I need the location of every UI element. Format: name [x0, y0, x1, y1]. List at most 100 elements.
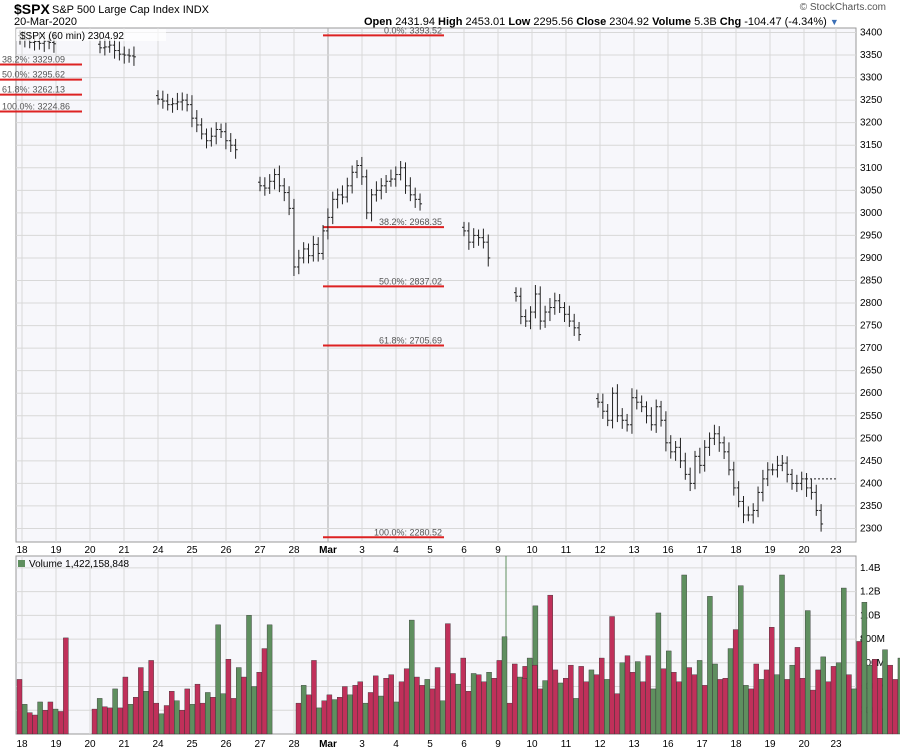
x-tick-label-bottom: 19	[50, 739, 62, 750]
price-bar	[644, 401, 649, 424]
volume-bar	[27, 712, 33, 735]
volume-bar	[419, 685, 425, 735]
price-bar	[663, 411, 668, 452]
price-bar	[543, 305, 548, 328]
volume-bar	[629, 672, 636, 735]
symbol[interactable]: $SPX	[14, 1, 50, 17]
x-tick-label: 11	[561, 545, 572, 556]
price-tick-label: 2850	[860, 275, 883, 286]
volume-bar	[409, 619, 415, 735]
volume-bar	[707, 596, 713, 735]
volume-bar	[347, 694, 353, 735]
price-bar	[277, 165, 282, 193]
price-tick-label: 3200	[860, 118, 883, 129]
price-bar	[528, 306, 533, 330]
volume-bar	[342, 686, 348, 735]
volume-bar	[138, 667, 144, 735]
price-bar	[282, 178, 287, 202]
volume-bar	[774, 674, 780, 735]
price-bar	[688, 467, 693, 492]
volume-bar	[660, 668, 667, 735]
volume-bar	[552, 669, 559, 735]
volume-bar	[794, 647, 801, 735]
volume-bar	[825, 681, 832, 735]
volume-bar	[241, 676, 247, 735]
volume-bar	[732, 629, 739, 735]
price-bar	[577, 321, 582, 341]
volume-bar	[491, 678, 497, 735]
price-bar	[122, 46, 127, 64]
volume-bar	[486, 672, 492, 735]
volume-bar	[810, 689, 816, 735]
price-tick-label: 3400	[860, 28, 883, 39]
price-bar	[204, 128, 209, 149]
volume-bar	[398, 681, 405, 735]
price-bar	[350, 165, 355, 194]
x-tick-label-bottom: 6	[461, 739, 467, 750]
x-tick-label-bottom: 5	[427, 739, 433, 750]
volume-bar	[184, 688, 190, 735]
x-tick-label-bottom: 18	[730, 739, 742, 750]
volume-bar	[47, 701, 54, 735]
volume-bar	[32, 714, 38, 735]
volume-bar	[194, 683, 201, 735]
price-bar	[301, 242, 306, 264]
price-tick-label: 2550	[860, 411, 883, 422]
time-axis: 18 18 19 19 20 20 21 21 24 24 25 25 26 26 27 27 28 28 Mar M…	[16, 545, 842, 750]
price-bar	[199, 118, 204, 140]
volume-bar	[220, 693, 226, 735]
x-tick-label: 28	[288, 545, 300, 556]
volume-bar	[496, 660, 503, 735]
volume-bar	[851, 688, 857, 735]
volume-bar	[758, 679, 765, 735]
price-bar	[364, 169, 369, 220]
price-bar	[736, 481, 741, 508]
dropdown-arrow-icon[interactable]: ▼	[829, 17, 839, 27]
volume-tick-label: 1.4B	[860, 563, 881, 574]
x-tick-label-bottom: 3	[359, 739, 365, 750]
price-bar	[160, 90, 165, 109]
price-bar	[262, 177, 267, 196]
volume-bar	[174, 700, 180, 735]
volume-bar	[362, 702, 369, 735]
price-bar	[311, 235, 316, 262]
x-tick-label: 5	[427, 545, 433, 556]
volume-bar	[563, 678, 569, 735]
price-bar	[481, 228, 486, 249]
price-bar	[403, 162, 408, 194]
price-bar	[471, 228, 476, 249]
volume-bar	[872, 659, 878, 735]
price-bar	[127, 48, 132, 63]
price-bar	[98, 38, 102, 54]
price-bar	[785, 456, 790, 483]
price-bar	[678, 437, 683, 469]
symbol-description: S&P 500 Large Cap Index INDX	[52, 4, 209, 16]
volume-bar	[712, 663, 718, 735]
price-bar	[291, 198, 296, 276]
price-bar	[639, 395, 644, 413]
volume-bar	[799, 678, 806, 735]
volume-bar	[835, 662, 842, 735]
volume-bar	[143, 691, 149, 735]
price-bar	[533, 285, 538, 319]
price-tick-label: 3150	[860, 140, 883, 151]
price-bar	[702, 440, 707, 472]
price-tick-label: 2400	[860, 478, 883, 489]
volume-bar	[321, 700, 327, 735]
volume-tick-label: 800M	[860, 634, 885, 645]
price-bar	[296, 249, 301, 275]
price-bar	[547, 298, 552, 322]
volume-bar	[583, 681, 589, 735]
volume-bar	[624, 655, 631, 735]
x-tick-label-bottom: 20	[798, 739, 810, 750]
volume-bar	[148, 660, 154, 735]
price-panel: 2300 2350 2400 2450 2500 2550 2600 2650 2700 2750…	[0, 25, 883, 543]
price-bar	[809, 478, 814, 500]
volume-bar	[861, 602, 868, 735]
volume-bar	[727, 648, 734, 735]
price-bar	[538, 286, 543, 330]
price-bar	[287, 186, 292, 216]
price-bar	[379, 178, 384, 200]
price-tick-label: 3100	[860, 163, 883, 174]
